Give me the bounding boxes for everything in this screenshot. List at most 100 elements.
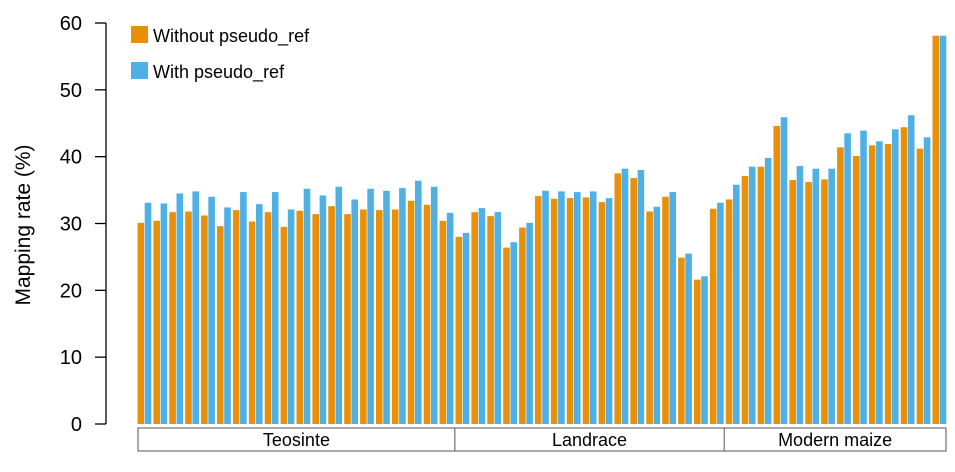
bar-without-pseudo-ref — [694, 279, 701, 424]
bar-with-pseudo-ref — [828, 168, 835, 424]
bar-with-pseudo-ref — [876, 141, 883, 425]
bar-with-pseudo-ref — [383, 190, 390, 424]
bar-without-pseudo-ref — [725, 199, 733, 424]
bar-with-pseudo-ref — [653, 206, 661, 424]
bar-with-pseudo-ref — [748, 166, 756, 425]
bar-with-pseudo-ref — [939, 35, 947, 424]
bar-with-pseudo-ref — [526, 222, 533, 424]
bar-without-pseudo-ref — [519, 227, 526, 424]
bar-with-pseudo-ref — [780, 117, 788, 425]
bar-with-pseudo-ref — [192, 191, 199, 424]
bar-without-pseudo-ref — [614, 173, 622, 424]
bar-with-pseudo-ref — [271, 192, 279, 424]
y-tick-label: 50 — [60, 80, 82, 102]
group-labels: Teosinte Landrace Modern maize — [137, 427, 947, 452]
bar-without-pseudo-ref — [709, 208, 717, 424]
bar-without-pseudo-ref — [566, 198, 574, 424]
bar-with-pseudo-ref — [510, 242, 517, 424]
bar-without-pseudo-ref — [550, 198, 558, 424]
bar-without-pseudo-ref — [630, 178, 637, 424]
bar-with-pseudo-ref — [160, 203, 168, 424]
bar-with-pseudo-ref — [351, 199, 358, 424]
bar-without-pseudo-ref — [455, 236, 463, 424]
bar-with-pseudo-ref — [256, 204, 263, 424]
legend-label-with: With pseudo_ref — [153, 62, 285, 83]
bar-without-pseudo-ref — [328, 206, 335, 424]
bar-with-pseudo-ref — [446, 212, 454, 424]
legend: Without pseudo_ref With pseudo_ref — [131, 26, 310, 83]
legend-swatch-without — [131, 26, 148, 43]
bar-with-pseudo-ref — [574, 192, 581, 424]
bar-without-pseudo-ref — [535, 196, 542, 424]
legend-label-without: Without pseudo_ref — [153, 26, 310, 47]
bar-without-pseudo-ref — [344, 214, 351, 424]
bar-with-pseudo-ref — [303, 188, 311, 424]
bar-without-pseudo-ref — [741, 176, 749, 424]
bar-without-pseudo-ref — [423, 204, 431, 424]
bar-with-pseudo-ref — [415, 180, 422, 424]
bar-with-pseudo-ref — [176, 193, 184, 424]
bar-without-pseudo-ref — [773, 125, 781, 424]
bar-with-pseudo-ref — [558, 191, 565, 424]
bar-without-pseudo-ref — [232, 210, 240, 424]
bar-without-pseudo-ref — [821, 179, 828, 424]
bar-without-pseudo-ref — [153, 220, 160, 424]
bar-with-pseudo-ref — [717, 202, 724, 424]
bar-without-pseudo-ref — [296, 210, 304, 424]
y-axis-title: Mapping rate (%) — [12, 144, 35, 305]
bar-with-pseudo-ref — [367, 188, 374, 424]
bar-without-pseudo-ref — [678, 257, 685, 424]
bar-without-pseudo-ref — [391, 209, 399, 424]
bar-without-pseudo-ref — [805, 182, 812, 424]
bar-with-pseudo-ref — [907, 115, 915, 424]
bar-without-pseudo-ref — [868, 145, 876, 424]
bar-without-pseudo-ref — [646, 211, 653, 424]
bar-with-pseudo-ref — [892, 129, 899, 424]
bar-without-pseudo-ref — [916, 148, 924, 424]
y-tick-label: 30 — [60, 214, 82, 236]
bar-with-pseudo-ref — [844, 133, 851, 424]
bars — [137, 35, 947, 425]
bar-without-pseudo-ref — [471, 212, 478, 424]
group-label: Teosinte — [263, 430, 330, 450]
legend-swatch-with — [131, 62, 148, 79]
bar-without-pseudo-ref — [598, 202, 606, 424]
bar-with-pseudo-ref — [796, 166, 804, 425]
bar-with-pseudo-ref — [399, 188, 406, 424]
bar-without-pseudo-ref — [312, 214, 319, 424]
bar-with-pseudo-ref — [319, 195, 327, 424]
bar-with-pseudo-ref — [685, 253, 692, 424]
bar-with-pseudo-ref — [208, 196, 215, 424]
group-label: Modern maize — [778, 430, 892, 450]
bar-without-pseudo-ref — [582, 197, 590, 424]
bar-without-pseudo-ref — [837, 147, 844, 424]
y-axis: 0 10 20 30 40 50 60 — [60, 13, 107, 436]
bar-without-pseudo-ref — [185, 211, 192, 424]
bar-with-pseudo-ref — [494, 212, 502, 424]
bar-with-pseudo-ref — [589, 191, 597, 424]
y-tick-label: 60 — [60, 13, 82, 35]
bar-with-pseudo-ref — [923, 137, 931, 424]
bar-without-pseudo-ref — [280, 226, 288, 424]
bar-without-pseudo-ref — [137, 222, 145, 424]
bar-without-pseudo-ref — [376, 210, 383, 424]
bar-with-pseudo-ref — [462, 232, 470, 424]
y-tick-label: 10 — [60, 347, 82, 369]
bar-without-pseudo-ref — [201, 215, 208, 424]
bar-without-pseudo-ref — [439, 220, 447, 424]
bar-with-pseudo-ref — [542, 190, 549, 424]
group-label: Landrace — [552, 430, 627, 450]
y-tick-label: 40 — [60, 147, 82, 169]
bar-with-pseudo-ref — [733, 184, 740, 424]
bar-without-pseudo-ref — [662, 196, 669, 424]
bar-with-pseudo-ref — [605, 198, 613, 424]
bar-with-pseudo-ref — [860, 130, 867, 424]
bar-with-pseudo-ref — [430, 186, 438, 424]
bar-without-pseudo-ref — [248, 221, 256, 424]
bar-without-pseudo-ref — [217, 226, 224, 424]
bar-with-pseudo-ref — [478, 208, 486, 424]
bar-with-pseudo-ref — [701, 276, 708, 424]
group-label-box — [137, 427, 947, 452]
bar-without-pseudo-ref — [169, 212, 176, 424]
